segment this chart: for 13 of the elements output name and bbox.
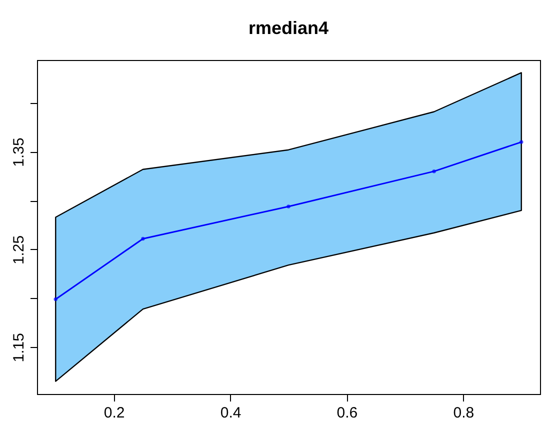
x-tick-label: 0.4: [220, 404, 242, 422]
point: [432, 169, 436, 174]
y-tick-label: 1.25: [10, 235, 28, 265]
y-tick-label: 1.35: [10, 138, 28, 167]
point: [141, 236, 145, 241]
point: [54, 297, 58, 302]
point: [286, 204, 290, 208]
x-tick-label: 0.2: [104, 404, 125, 422]
chart-title: rmedian4: [248, 18, 329, 38]
x-tick-label: 0.6: [336, 404, 358, 422]
point: [520, 140, 524, 144]
y-tick-label: 1.15: [10, 333, 28, 362]
x-tick-label: 0.8: [453, 404, 474, 422]
